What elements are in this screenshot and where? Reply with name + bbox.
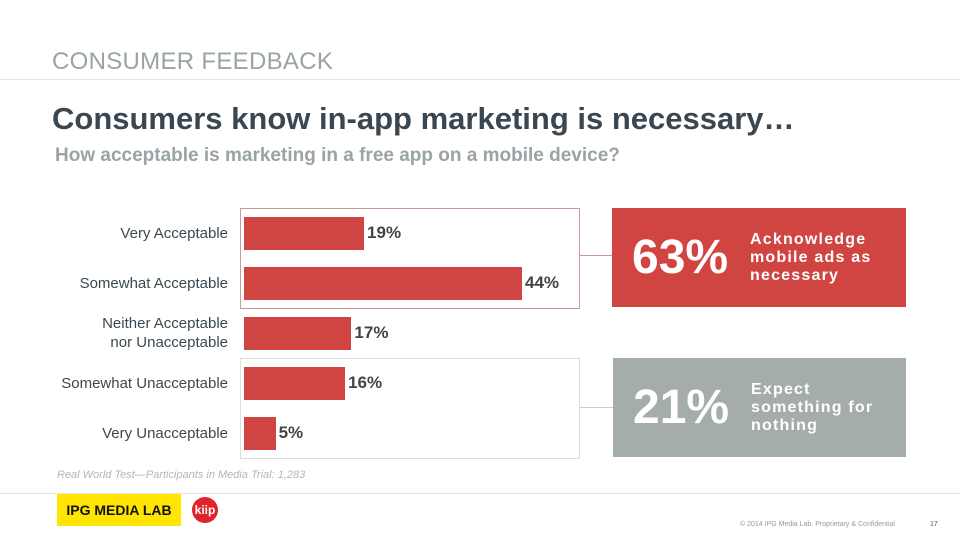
category-label: Somewhat Acceptable — [79, 274, 228, 292]
page-title: Consumers know in-app marketing is neces… — [52, 101, 795, 136]
footer-copyright: © 2014 IPG Media Lab. Proprietary & Conf… — [740, 521, 895, 528]
callout-text: Expect something for nothing — [751, 380, 874, 434]
callout-acceptable: 63% Acknowledge mobile ads as necessary — [612, 208, 906, 307]
bar — [244, 417, 276, 450]
callout-text: Acknowledge mobile ads as necessary — [750, 230, 872, 284]
unacceptable-group-box — [240, 358, 580, 459]
bar — [244, 367, 346, 400]
data-label: 19% — [367, 223, 402, 242]
category-label: Very Unacceptable — [102, 424, 228, 442]
callout-value: 63% — [632, 231, 729, 284]
page-subtitle: How acceptable is marketing in a free ap… — [55, 145, 620, 166]
bar — [244, 267, 522, 300]
ipg-media-lab-logo: IPG MEDIA LAB — [57, 494, 181, 526]
data-label: 5% — [278, 423, 304, 442]
page-number: 17 — [930, 521, 938, 528]
section-heading: CONSUMER FEEDBACK — [52, 48, 334, 75]
source-note: Real World Test—Participants in Media Tr… — [57, 469, 306, 481]
data-label: 17% — [354, 323, 389, 342]
category-label: Very Acceptable — [120, 224, 228, 242]
divider — [0, 493, 960, 494]
connector-line — [580, 255, 612, 256]
data-label: 44% — [525, 273, 560, 292]
bar — [244, 217, 365, 250]
callout-unacceptable: 21% Expect something for nothing — [613, 358, 906, 457]
acceptable-group-box — [240, 208, 580, 309]
category-label: Somewhat Unacceptable — [61, 374, 228, 392]
callout-value: 21% — [633, 381, 730, 434]
connector-line — [580, 407, 613, 408]
data-label: 16% — [348, 373, 383, 392]
category-label: Neither Acceptable nor Unacceptable — [102, 315, 228, 351]
divider — [0, 79, 960, 80]
bar — [244, 317, 352, 350]
kiip-logo: kiip — [192, 497, 218, 523]
